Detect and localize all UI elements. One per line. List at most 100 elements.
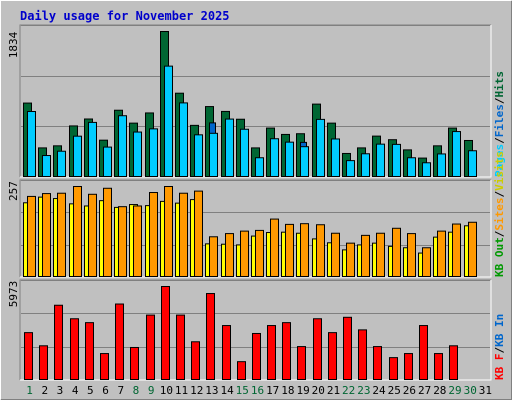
x-tick-label: 31 [479,384,492,397]
bar-sites-day-19 [300,223,309,277]
x-tick-label: 8 [133,384,140,397]
bar-sites-day-4 [73,186,82,277]
bar-kb-f-day-12 [191,341,200,380]
x-tick-label: 4 [72,384,79,397]
bar-kb-f-day-24 [373,346,382,380]
bar-pages-day-26 [407,157,416,177]
x-tick-label: 25 [388,384,401,397]
legend-sep: / [493,230,506,237]
bar-pages-day-27 [422,162,431,178]
bar-sites-day-21 [331,232,340,278]
y-max-label-top: 1834 [7,31,20,58]
panel-top-border-light [20,25,492,178]
bar-kb-f-day-2 [39,345,48,381]
bar-sites-day-17 [270,218,279,278]
x-tick-label: 27 [418,384,431,397]
bar-kb-f-day-9 [146,314,155,380]
bar-pages-day-5 [88,121,97,177]
x-tick-label: 29 [448,384,461,397]
bar-pages-day-13 [209,132,218,177]
bar-pages-day-21 [331,138,340,178]
legend-visits: Visits [493,151,506,191]
x-tick-label: 6 [102,384,109,397]
bar-pages-day-25 [392,143,401,177]
bar-kb-f-day-28 [434,353,443,381]
bar-kb-f-day-13 [206,293,215,381]
bar-sites-day-10 [164,186,173,277]
bar-sites-day-29 [452,223,461,278]
bar-pages-day-29 [452,131,461,178]
legend-kbout: KB Out [493,237,506,277]
bar-kb-f-day-22 [343,316,352,380]
bar-sites-day-9 [149,192,158,277]
bar-pages-day-10 [164,65,173,177]
bar-pages-day-9 [149,128,158,177]
x-tick-label: 17 [266,384,279,397]
bar-pages-day-19 [300,146,309,177]
x-tick-label: 22 [342,384,355,397]
bar-sites-day-2 [42,193,51,277]
legend-sep: / [493,347,506,354]
chart-title: Daily usage for November 2025 [20,9,230,23]
bar-sites-day-25 [392,227,401,278]
bar-sites-day-13 [209,236,218,277]
bar-sites-day-12 [194,190,203,278]
bar-kb-f-day-15 [237,361,246,381]
bar-kb-f-day-16 [252,332,261,380]
panel-bot-border-light [20,280,492,381]
y-max-label-mid: 257 [7,181,20,201]
bar-pages-day-30 [468,150,477,177]
bar-pages-day-18 [285,141,294,178]
bar-sites-day-26 [407,233,416,277]
bar-sites-day-7 [118,206,127,277]
x-tick-label: 14 [220,384,234,397]
y-max-label-bot: 5973 [7,281,20,308]
legend-kbin: KB In [493,314,506,347]
bar-pages-day-4 [73,135,82,177]
bar-kb-f-day-26 [404,353,413,381]
legend-sep: / [493,191,506,198]
bar-pages-day-17 [270,138,279,177]
legend-sites: Sites [493,198,506,231]
bar-kb-f-day-23 [358,329,367,380]
bar-sites-day-23 [361,234,370,278]
bar-sites-day-16 [255,229,264,277]
bar-kb-f-day-3 [54,304,63,380]
bar-kb-f-day-4 [70,318,79,380]
x-tick-label: 3 [57,384,64,397]
bar-sites-day-1 [27,195,36,277]
bar-kb-f-day-10 [161,286,170,380]
legend-hits: Hits [493,71,506,98]
bar-sites-day-30 [468,221,477,278]
bar-kb-f-day-17 [267,325,276,381]
bar-sites-day-20 [316,224,325,277]
x-tick-label: 28 [433,384,446,397]
bar-kb-f-day-7 [115,303,124,380]
bar-pages-day-12 [194,134,203,178]
bar-kb-f-day-21 [328,332,337,380]
x-tick-label: 7 [117,384,124,397]
bar-pages-day-6 [103,146,112,177]
bar-sites-day-18 [285,223,294,277]
legend-sep: / [493,97,506,104]
x-tick-label: 24 [372,384,386,397]
bar-kb-f-day-8 [130,346,139,380]
bar-sites-day-11 [179,192,188,278]
bars-hits-files-pages [23,31,477,178]
x-tick-label: 30 [464,384,477,397]
legend-pages: Pages [493,144,506,177]
bar-pages-day-3 [57,150,66,177]
bar-sites-day-3 [57,192,66,278]
bar-pages-day-8 [133,131,142,177]
bars-kbytes [24,286,458,381]
bar-pages-day-16 [255,157,264,177]
x-tick-label: 1 [26,384,33,397]
x-tick-label: 19 [296,384,309,397]
bar-kb-f-day-5 [85,322,94,381]
bar-sites-day-24 [376,232,385,278]
bar-pages-day-2 [42,155,51,177]
bar-pages-day-24 [376,143,385,177]
x-tick-label: 21 [327,384,340,397]
x-axis-day-labels: 1 2 3 4 5 6 7 8 9 10 11 12 13 14 15 16 17 18 19 20 21 22 23 24 2… [26,384,492,397]
bar-kb-f-day-11 [176,314,185,380]
